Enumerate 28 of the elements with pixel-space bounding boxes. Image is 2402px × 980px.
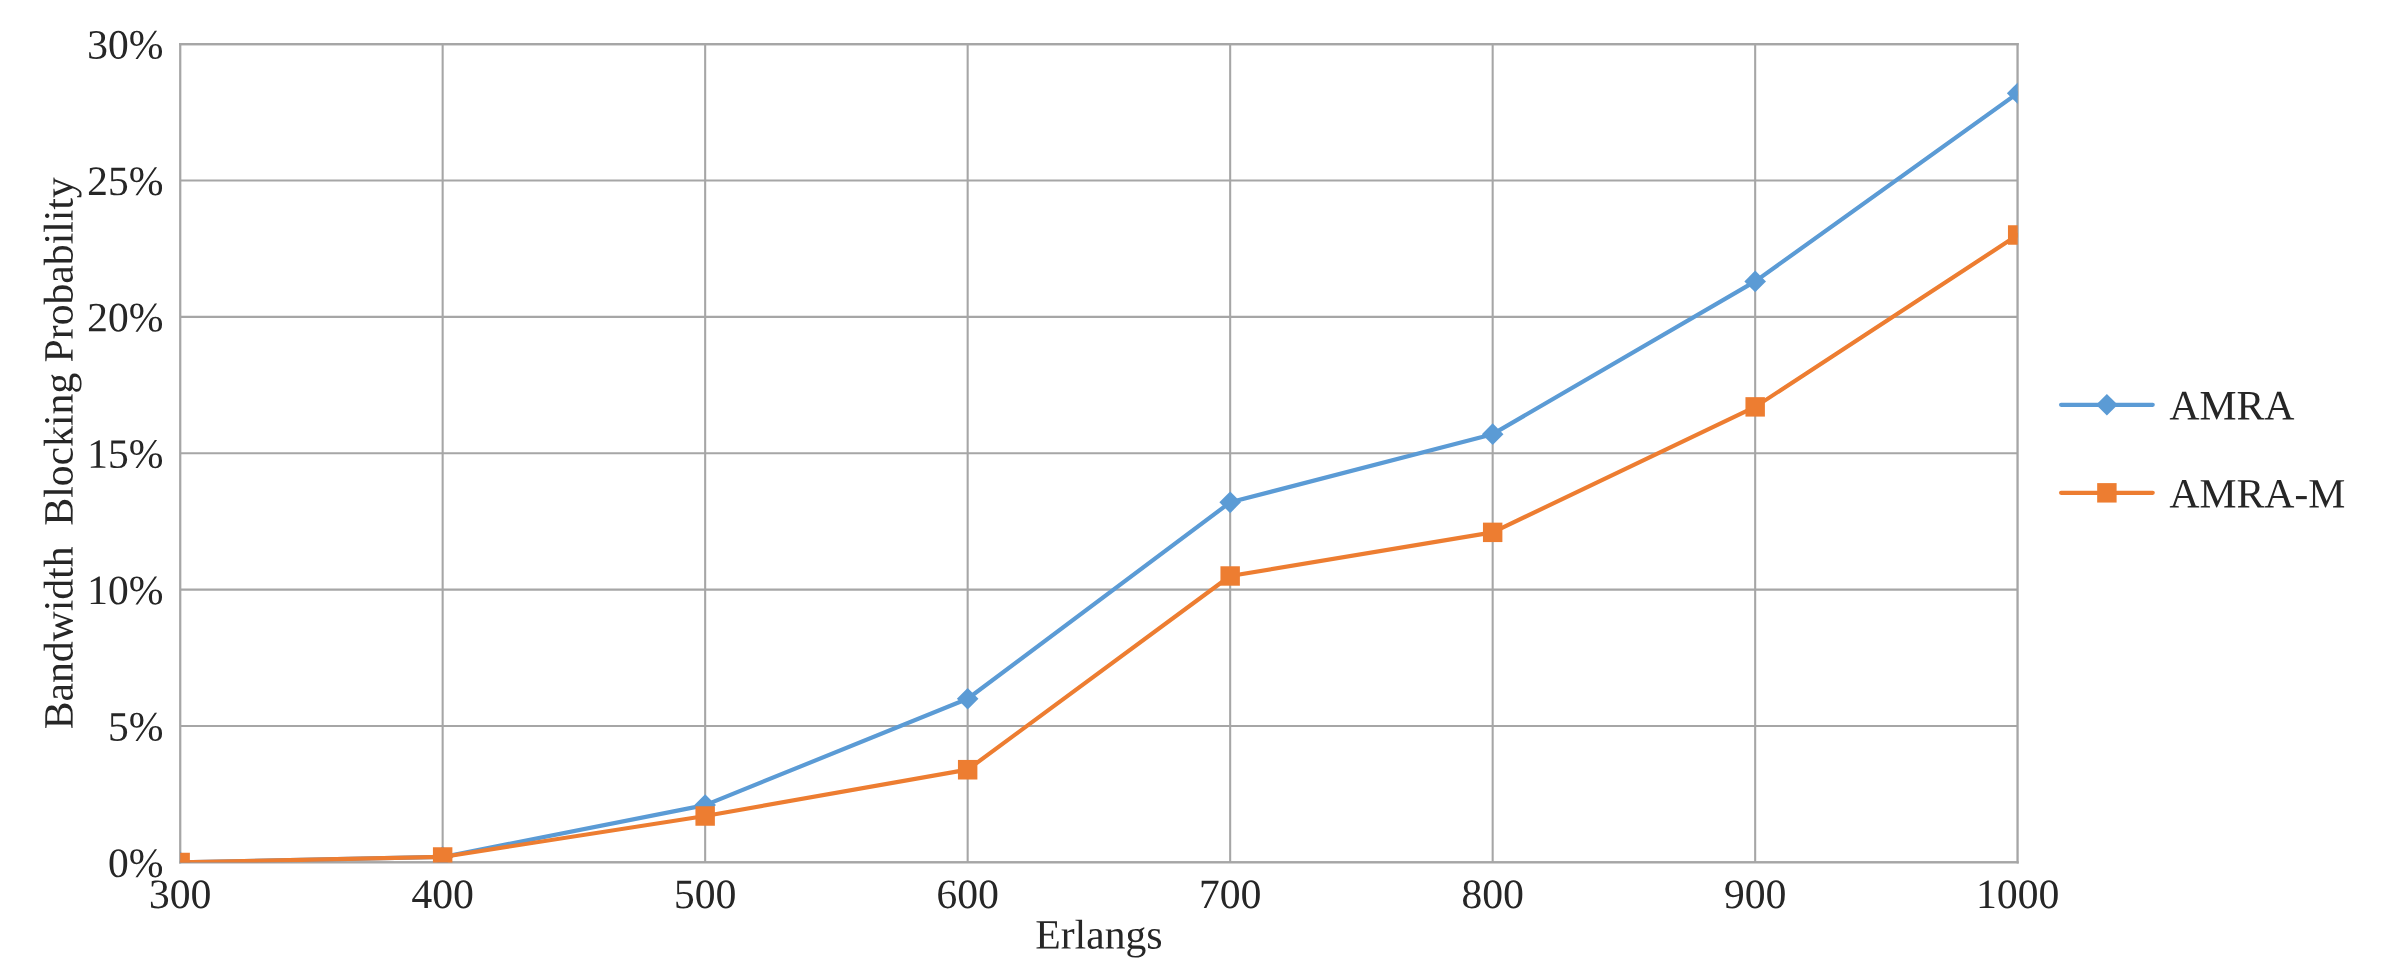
y-axis-title: Bandwidth Blocking Probability <box>43 177 82 729</box>
point <box>956 687 979 710</box>
x-tick-label: 500 <box>676 880 735 909</box>
y-tick-label: 10% <box>90 576 163 605</box>
x-tick-label: 400 <box>412 880 473 909</box>
point <box>1219 491 1241 514</box>
point <box>1481 423 1504 445</box>
x-tick-label: 900 <box>1725 880 1785 909</box>
point <box>1745 397 1765 417</box>
y-tick-label: 0% <box>109 849 163 878</box>
legend-label: AMRA <box>2169 391 2295 420</box>
point <box>957 759 978 780</box>
y-tick-label: 15% <box>90 440 163 469</box>
x-tick-label: 800 <box>1463 880 1523 909</box>
y-tick-label: 5% <box>110 712 163 742</box>
x-tick-label: 300 <box>150 880 210 909</box>
y-tick-label: 30% <box>89 30 163 60</box>
point <box>695 806 715 826</box>
x-tick-label: 1000 <box>1979 880 2058 909</box>
point <box>1744 270 1766 293</box>
x-tick-label: 700 <box>1201 880 1260 909</box>
point <box>1220 566 1240 586</box>
y-tick-label: 25% <box>88 167 163 196</box>
point <box>1482 522 1503 543</box>
x-axis-title: Erlangs <box>1036 919 1162 958</box>
y-tick-label: 20% <box>88 303 163 332</box>
legend-label: AMRA-M <box>2169 479 2345 508</box>
x-tick-label: 600 <box>938 880 998 909</box>
